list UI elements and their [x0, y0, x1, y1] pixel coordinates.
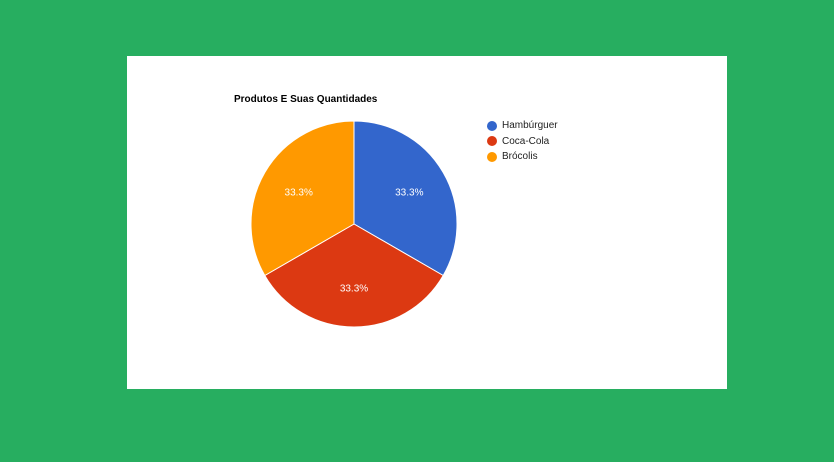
chart-card: Produtos E Suas Quantidades 33.3% 33.3% 33… [127, 56, 727, 389]
legend-item-brocolis[interactable]: Brócolis [487, 149, 558, 165]
pie-slice-label-2: 33.3% [285, 188, 313, 199]
legend-label: Coca-Cola [502, 135, 550, 147]
chart-title: Produtos E Suas Quantidades [234, 94, 378, 105]
legend-label: Brócolis [502, 151, 538, 163]
pie-chart: 33.3% 33.3% 33.3% [250, 120, 458, 328]
legend-swatch [487, 136, 497, 147]
legend-item-hamburguer[interactable]: Hambúrguer [487, 118, 558, 134]
legend-item-coca-cola[interactable]: Coca-Cola [487, 134, 558, 150]
pie-slice-2[interactable] [250, 120, 355, 277]
legend-label: Hambúrguer [502, 120, 558, 132]
pie-slice-label-1: 33.3% [340, 283, 368, 294]
chart-legend: Hambúrguer Coca-Cola Brócolis [487, 118, 558, 165]
pie-slice-label-0: 33.3% [395, 188, 423, 199]
legend-swatch [487, 151, 497, 162]
pie-slice-0[interactable] [353, 120, 458, 277]
legend-swatch [487, 120, 497, 131]
